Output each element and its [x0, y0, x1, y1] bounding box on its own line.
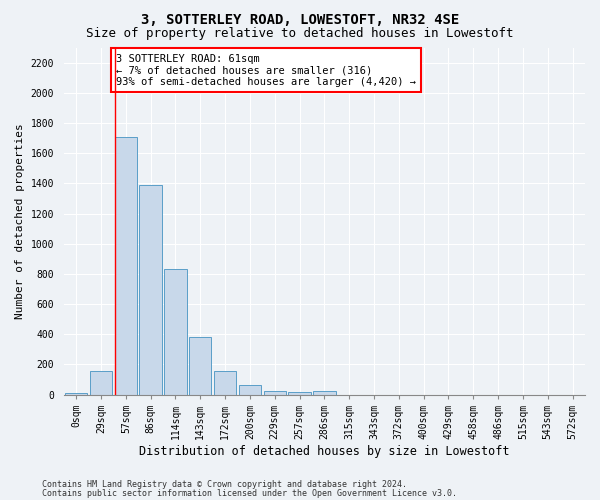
Bar: [214, 370, 236, 394]
Text: 3, SOTTERLEY ROAD, LOWESTOFT, NR32 4SE: 3, SOTTERLEY ROAD, LOWESTOFT, NR32 4SE: [141, 12, 459, 26]
Y-axis label: Number of detached properties: Number of detached properties: [15, 123, 25, 319]
Text: Contains public sector information licensed under the Open Government Licence v3: Contains public sector information licen…: [42, 488, 457, 498]
Bar: [65, 393, 88, 394]
Bar: [239, 385, 261, 394]
Bar: [90, 372, 112, 394]
Bar: [189, 336, 211, 394]
X-axis label: Distribution of detached houses by size in Lowestoft: Distribution of detached houses by size …: [139, 444, 509, 458]
Bar: [263, 391, 286, 394]
Bar: [115, 136, 137, 394]
Text: Size of property relative to detached houses in Lowestoft: Size of property relative to detached ho…: [86, 28, 514, 40]
Bar: [289, 392, 311, 394]
Bar: [313, 391, 335, 394]
Text: Contains HM Land Registry data © Crown copyright and database right 2024.: Contains HM Land Registry data © Crown c…: [42, 480, 407, 489]
Text: 3 SOTTERLEY ROAD: 61sqm
← 7% of detached houses are smaller (316)
93% of semi-de: 3 SOTTERLEY ROAD: 61sqm ← 7% of detached…: [116, 54, 416, 86]
Bar: [139, 185, 162, 394]
Bar: [164, 268, 187, 394]
